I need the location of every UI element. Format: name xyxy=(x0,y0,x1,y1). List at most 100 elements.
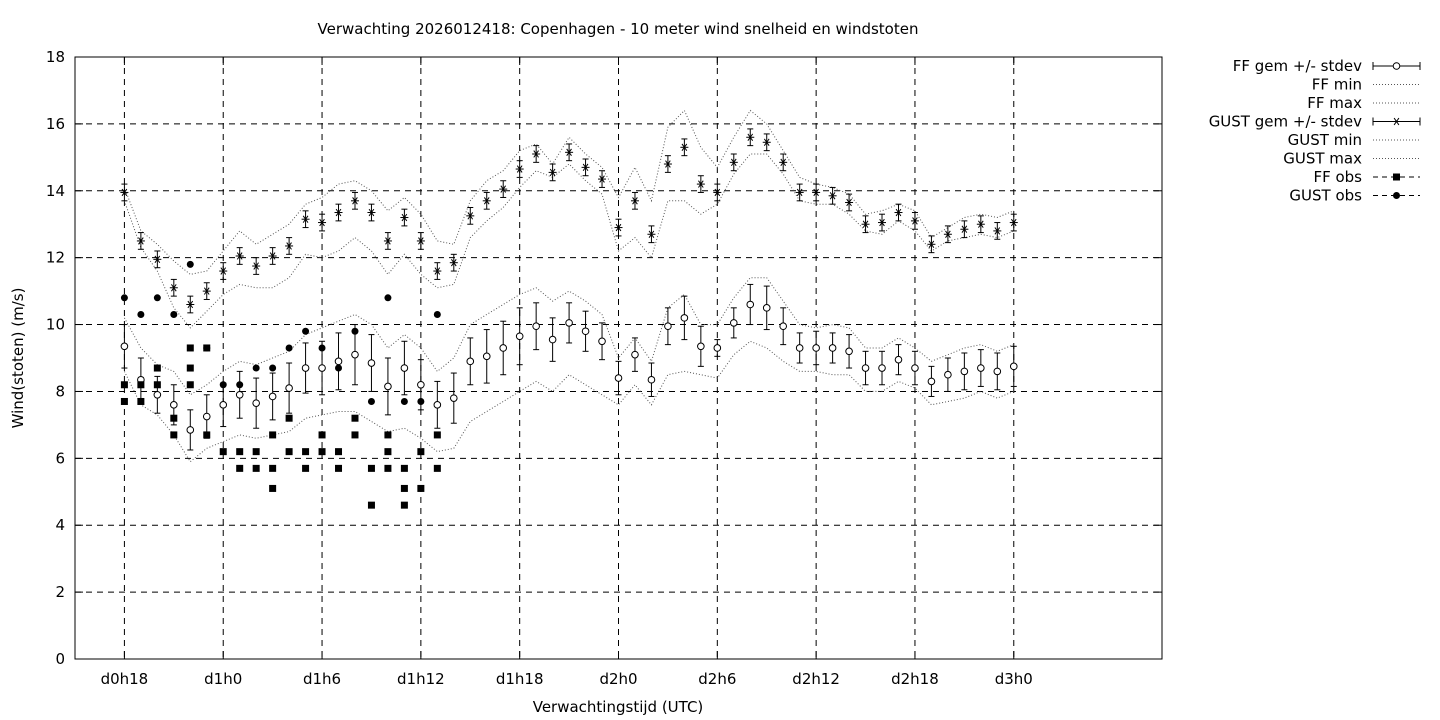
ff-mean-errorbar xyxy=(746,283,755,326)
gust-mean-point xyxy=(334,208,343,217)
y-axis-ticks: 0 2 4 6 8 10 12 14 16 18 xyxy=(46,48,1162,668)
min-max-envelope-lines xyxy=(123,109,1014,463)
x-tick-label: d1h6 xyxy=(303,670,341,688)
ff-mean-point xyxy=(186,426,195,434)
gust-mean-point xyxy=(812,188,821,197)
ff-mean-errorbar xyxy=(779,307,787,346)
gust-mean-point xyxy=(301,215,310,223)
ff-mean-errorbar xyxy=(384,357,392,416)
ff-mean-errorbar xyxy=(565,302,573,344)
gust-mean-point xyxy=(548,168,557,177)
ff-mean-errorbar xyxy=(631,337,639,372)
gust-mean-point xyxy=(598,175,607,183)
ff-obs-point xyxy=(186,381,194,389)
gust-mean-point xyxy=(367,208,376,217)
ff-mean-errorbar xyxy=(433,380,442,429)
gust-mean-errorbar xyxy=(729,153,738,172)
gust-mean-errorbar xyxy=(812,183,821,202)
ff-mean-errorbar xyxy=(515,307,524,366)
gust-obs-point xyxy=(318,344,326,352)
gust-mean-errorbar xyxy=(268,247,277,265)
ff-mean-errorbar xyxy=(202,394,211,439)
gust-mean-point xyxy=(416,237,425,245)
ff-mean-point xyxy=(762,304,771,312)
gust-mean-errorbar xyxy=(202,282,211,300)
ff-mean-point xyxy=(647,375,656,384)
ff-mean-point xyxy=(911,364,919,372)
legend-label: FF max xyxy=(1307,94,1362,112)
ff-obs-point xyxy=(351,431,359,439)
ff-mean-point xyxy=(812,344,820,352)
gust-obs-point xyxy=(367,397,375,405)
gust-mean-point xyxy=(532,150,541,158)
ff-mean-point xyxy=(318,364,326,372)
legend-marker xyxy=(1393,192,1400,199)
ff-obs-point xyxy=(285,448,293,456)
ff-mean-errorbar xyxy=(614,360,623,396)
gust-obs-point xyxy=(269,364,277,372)
ff-mean-point xyxy=(746,300,755,309)
legend-label: GUST max xyxy=(1283,150,1362,168)
gust-mean-point xyxy=(285,242,294,250)
ff-mean-point xyxy=(433,401,442,409)
x-axis-label: Verwachtingstijd (UTC) xyxy=(533,698,704,716)
gust-mean-point xyxy=(729,158,738,167)
ff-mean-errorbar xyxy=(499,320,508,376)
gust-mean-point xyxy=(466,212,475,220)
ff-obs-point xyxy=(269,464,277,472)
gust-mean-errorbar xyxy=(746,128,755,147)
ff-mean-errorbar xyxy=(1009,345,1018,387)
gust-obs-point xyxy=(219,381,227,389)
x-tick-label: d2h0 xyxy=(599,670,637,688)
ff-obs-point xyxy=(384,431,392,439)
y-tick-label: 8 xyxy=(55,382,65,400)
ff-mean-errorbar xyxy=(252,377,260,429)
gust-obs-point xyxy=(186,260,194,268)
legend-marker xyxy=(1393,173,1400,181)
ff-obs-point xyxy=(433,431,441,439)
gust-obs-point xyxy=(153,294,161,302)
legend-label: FF obs xyxy=(1313,168,1362,186)
ff-mean-errorbar xyxy=(581,310,590,352)
ff-mean-errorbar xyxy=(894,344,903,376)
ff-mean-point xyxy=(861,364,870,372)
ff-mean-point xyxy=(713,344,722,352)
ff-mean-point xyxy=(252,399,260,407)
gust-mean-point xyxy=(565,148,574,157)
gust-mean-errorbar xyxy=(943,225,952,244)
gust-mean-errorbar xyxy=(186,295,195,314)
gust-mean-point xyxy=(746,133,755,141)
gust-mean-errorbar xyxy=(696,175,705,193)
ff-mean-errorbar xyxy=(482,329,491,384)
ff-obs-point xyxy=(318,448,326,456)
ff-obs-point xyxy=(384,448,392,456)
gust-mean-point xyxy=(943,230,952,238)
gust-mean-errorbar xyxy=(416,232,425,250)
legend-marker xyxy=(1392,117,1401,126)
ff-obs-point xyxy=(186,364,194,372)
ff-mean-errorbar xyxy=(186,409,195,451)
gust-mean-errorbar xyxy=(285,237,294,255)
gust-obs-point xyxy=(137,311,145,319)
gust-mean-point xyxy=(1009,218,1018,227)
gust-mean-point xyxy=(153,255,162,264)
ff-mean-errorbar xyxy=(235,370,244,419)
x-tick-label: d2h6 xyxy=(698,670,736,688)
ff-mean-point xyxy=(680,314,689,322)
gust-mean-point xyxy=(449,258,458,267)
gust-mean-errorbar xyxy=(680,138,689,157)
ff-mean-point xyxy=(499,344,508,352)
ff-mean-errorbar xyxy=(960,352,969,391)
gust-mean-point xyxy=(169,284,178,292)
gust-obs-point xyxy=(400,397,408,405)
ff-mean-errorbar xyxy=(532,302,540,351)
legend-entry: GUST gem +/- stdev xyxy=(1209,113,1421,131)
gust-mean-errorbar xyxy=(779,153,788,172)
gust-mean-point xyxy=(861,220,870,228)
gust-mean-point xyxy=(268,252,277,260)
ff-mean-point xyxy=(977,364,985,372)
y-tick-label: 4 xyxy=(55,516,65,534)
gust-mean-errorbar xyxy=(878,213,887,232)
gust-mean-errorbar xyxy=(894,203,903,222)
ff-mean-point xyxy=(334,357,343,366)
